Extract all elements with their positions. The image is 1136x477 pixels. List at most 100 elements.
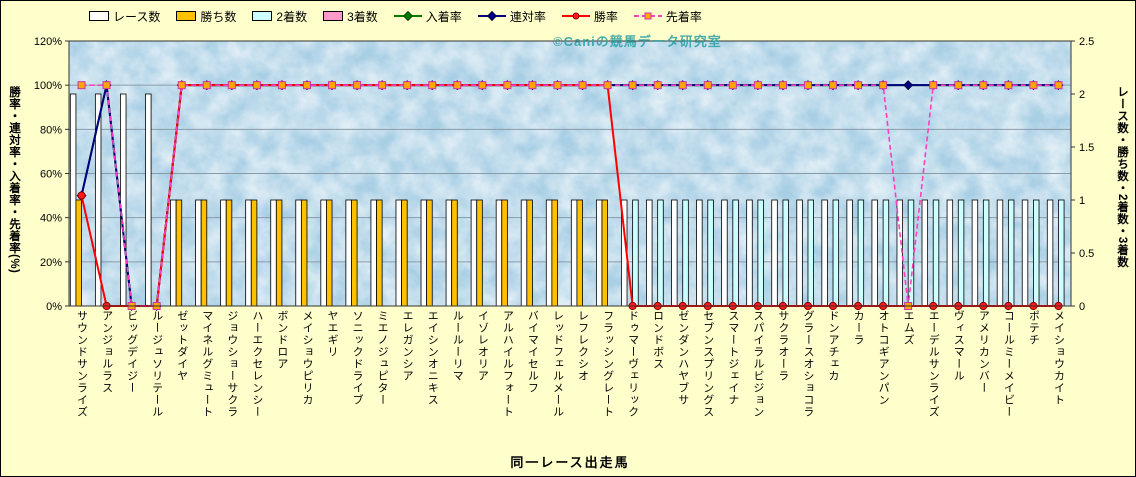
x-axis-label: ビッグデイジー [125,310,138,394]
x-axis-label: レフレクシオ [576,310,589,382]
finish-ahead-rate-legend-swatch [633,10,662,22]
wins-bar [300,199,308,307]
finish-ahead-rate-marker [1004,81,1013,90]
finish-ahead-rate-marker [277,81,286,90]
legend-label: 2着数 [276,9,308,24]
races-bar [520,199,528,307]
finish-ahead-rate-marker [102,81,111,90]
x-axis-label: エムズ [902,310,915,346]
watermark: ©Caniの競馬データ研究室 [553,34,722,49]
finish-ahead-rate-marker [778,81,787,90]
x-axis-label: レッドフェルメール [551,310,564,418]
races-bar [696,199,703,307]
legend-item-seconds: 2着数 [252,8,307,25]
races-bar [821,199,828,307]
races-bar [245,199,252,307]
right-tick-label: 1.5 [1079,142,1094,154]
wins-bar [426,199,433,307]
wins-bar [250,199,258,307]
x-axis-label: サウンドサンライズ [75,310,88,418]
legend-label: 勝率 [593,9,618,24]
finish-ahead-rate-marker [503,81,512,90]
win-rate-legend-swatch [561,10,590,22]
legend-item-place-rate: 入着率 [393,8,462,25]
wins-bar [351,199,358,307]
seconds-bar [857,199,865,307]
x-axis-label: ドンアチェカ [827,310,840,382]
seconds-bar [782,199,789,307]
seconds-bar [707,199,714,307]
finish-ahead-rate-marker [728,81,737,90]
x-axis-label: ロンドボス [651,310,664,370]
races-bar [220,199,227,307]
finish-ahead-rate-marker [678,81,687,90]
races-bar [195,199,202,307]
wins-bar [376,199,383,307]
finish-ahead-rate-marker [177,81,186,90]
x-axis-label: ミエノジュピター [376,310,389,406]
finish-ahead-rate-marker [553,81,562,90]
legend-label: 3着数 [347,9,378,24]
seconds-bar [1058,199,1065,307]
left-tick-label: 20% [40,257,62,269]
finish-ahead-rate-marker [378,81,387,90]
races-bar [420,199,428,307]
wins-bar [576,199,583,307]
finish-ahead-rate-marker [403,81,412,90]
wins-bar [501,199,508,307]
win-rate-marker [77,191,86,200]
races-bar [746,199,753,307]
finish-ahead-rate-marker [478,81,487,90]
finish-ahead-rate-marker [77,81,86,90]
finish-ahead-rate-marker [803,81,812,90]
x-axis-label: スパイラルビジョン [751,310,764,418]
wins-bar [526,199,533,307]
races-bar [69,93,77,307]
races-bar [771,199,778,307]
wins-bar [275,199,283,307]
wins-bar [326,199,333,307]
left-tick-label: 0% [46,301,62,313]
finish-ahead-rate-marker [227,81,236,90]
seconds-bar [632,199,639,307]
races-legend-swatch [89,11,109,21]
races-bar [120,93,127,307]
races-bar [270,199,277,307]
x-axis-label: スマートジェイナ [726,310,739,406]
finish-ahead-rate-marker [302,81,311,90]
bar-series-seconds [632,199,1065,307]
seconds-bar [757,199,764,307]
seconds-bar [957,199,965,307]
thirds-legend-swatch [323,11,344,21]
races-bar [1021,199,1029,307]
wins-bar [476,199,483,307]
finish-ahead-rate-marker [703,81,712,90]
bar-series-wins [75,199,608,307]
wins-bar [601,199,608,307]
x-axis-label: ハーエクセレンシー [250,310,263,418]
legend: レース数 勝ち数 2着数 3着数 入着率 連対率 勝率 先着率 [89,7,702,25]
races-bar [395,199,402,307]
legend-item-win-rate: 勝率 [561,8,618,25]
right-tick-label: 1 [1079,195,1085,207]
seconds-bar [657,199,664,307]
right-tick-label: 0 [1079,301,1085,313]
finish-ahead-rate-marker [453,81,462,90]
left-tick-label: 40% [40,213,62,225]
right-tick-label: 0.5 [1079,248,1094,260]
x-axis-title: 同一レース出走馬 [510,455,630,470]
left-tick-label: 100% [34,80,62,92]
place-rate-legend-swatch [393,10,422,22]
left-tick-label: 80% [40,124,62,136]
quinella-rate-legend-swatch [477,10,506,22]
finish-ahead-rate-marker [879,81,888,90]
finish-ahead-rate-marker [979,81,988,90]
x-axis-label: メイショウカイト [1052,310,1065,406]
left-axis-title: 勝率・連対率・入着率・先着率(%) [8,86,20,274]
races-bar [846,199,853,307]
finish-ahead-rate-marker [528,81,537,90]
x-axis-label: マイネルグミュート [200,310,213,418]
x-axis-label: アンジョルラス [100,310,113,394]
